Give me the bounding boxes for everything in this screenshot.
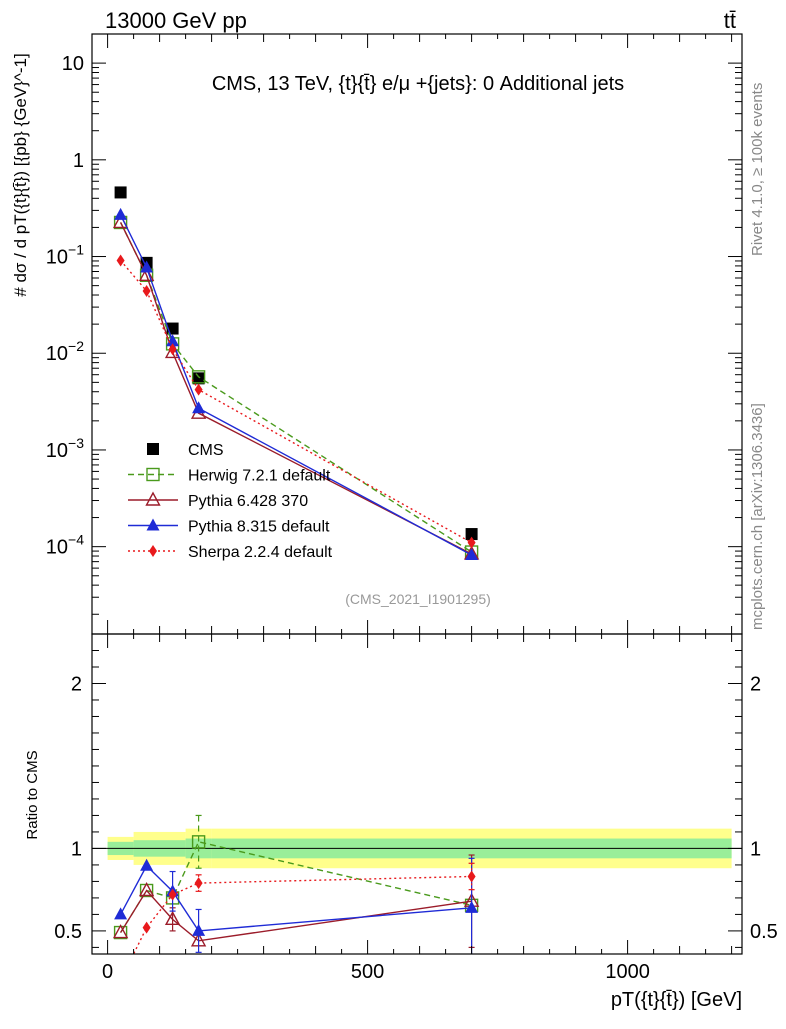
main-y-tick-label: 10−1 bbox=[46, 242, 84, 269]
main-panel: 10 1 10−1 10−2 10−3 10−4 CMS, 13 TeV, {t}{t̄}… bbox=[11, 33, 743, 635]
x-tick-label: 500 bbox=[351, 961, 384, 983]
main-plot-title: CMS, 13 TeV, {t}{t̄} e/μ +{jets}: 0 Addi… bbox=[212, 73, 624, 95]
ratio-point-pythia-6-428-370 bbox=[164, 910, 181, 926]
legend-label-sherpa-2-2-4-default: Sherpa 2.2.4 default bbox=[188, 544, 333, 561]
ratio-y-tick-label: 1 bbox=[71, 838, 82, 860]
ratio-panel-frame bbox=[91, 633, 743, 955]
legend-label-cms: CMS bbox=[188, 442, 224, 459]
ratio-point-herwig-7-2-1-default bbox=[191, 835, 206, 849]
x-axis-ticks: 0 500 1000 bbox=[102, 34, 733, 983]
legend-marker-cms bbox=[147, 443, 159, 455]
mcplots-label: mcplots.cern.ch [arXiv:1306.3436] bbox=[749, 403, 766, 630]
legend-marker-pythia-6-428-370 bbox=[145, 491, 161, 506]
main-point-pythia-6-428-370 bbox=[138, 266, 155, 281]
main-point-pythia-8-315-default bbox=[140, 260, 154, 273]
main-y-axis-label: # dσ / d pT({t}{t̄}) [{pb} {GeV}^-1] bbox=[11, 53, 30, 296]
legend-label-herwig-7-2-1-default: Herwig 7.2.1 default bbox=[188, 468, 331, 485]
ratio-y-tick-label: 0.5 bbox=[54, 921, 82, 943]
main-point-pythia-8-315-default bbox=[465, 547, 479, 560]
x-tick-label: 1000 bbox=[605, 961, 650, 983]
main-series-layer bbox=[112, 186, 480, 560]
ratio-y-axis-label: Ratio to CMS bbox=[24, 750, 41, 839]
ratio-y-tick-label-right: 2 bbox=[750, 673, 761, 695]
main-point-pythia-8-315-default bbox=[192, 401, 206, 414]
main-line-sherpa-2-2-4-default bbox=[120, 260, 472, 544]
main-y-tick-label: 10 bbox=[62, 53, 84, 75]
main-y-tick-label: 1 bbox=[73, 150, 84, 172]
x-axis-label: pT({t}{t̄}) [GeV] bbox=[611, 989, 742, 1011]
rivet-version-label: Rivet 4.1.0, ≥ 100k events bbox=[749, 83, 766, 256]
ratio-y-ticks: 0.5 0.5 1 1 2 2 bbox=[54, 649, 778, 948]
legend-marker-sherpa-2-2-4-default bbox=[149, 545, 157, 557]
legend-label-pythia-6-428-370: Pythia 6.428 370 bbox=[188, 493, 308, 510]
header-energy-label: 13000 GeV pp bbox=[105, 8, 247, 33]
ratio-point-sherpa-2-2-4-default bbox=[467, 870, 476, 883]
main-y-tick-label: 10−2 bbox=[46, 338, 84, 365]
main-point-sherpa-2-2-4-default bbox=[142, 285, 151, 298]
ratio-point-sherpa-2-2-4-default bbox=[117, 974, 125, 986]
main-point-pythia-8-315-default bbox=[166, 334, 180, 347]
ratio-point-pythia-8-315-default bbox=[140, 858, 154, 871]
main-point-cms bbox=[465, 528, 478, 541]
header-process-label: tt̄ bbox=[724, 8, 736, 33]
ratio-point-sherpa-2-2-4-default bbox=[194, 877, 203, 890]
main-point-sherpa-2-2-4-default bbox=[194, 383, 203, 396]
main-point-cms bbox=[192, 372, 205, 385]
main-point-herwig-7-2-1-default bbox=[191, 370, 206, 384]
ratio-series-layer bbox=[112, 814, 480, 986]
main-point-cms bbox=[114, 186, 127, 199]
main-point-sherpa-2-2-4-default bbox=[168, 343, 177, 356]
legend-marker-pythia-8-315-default bbox=[146, 518, 160, 531]
main-y-tick-label: 10−3 bbox=[46, 435, 84, 462]
ratio-point-pythia-8-315-default bbox=[465, 900, 479, 913]
legend-label-pythia-8-315-default: Pythia 8.315 default bbox=[188, 519, 330, 536]
ratio-y-tick-label-right: 0.5 bbox=[750, 921, 778, 943]
ratio-point-pythia-8-315-default bbox=[192, 923, 206, 936]
ratio-y-tick-label: 2 bbox=[71, 673, 82, 695]
analysis-watermark: (CMS_2021_I1901295) bbox=[345, 591, 491, 607]
x-tick-label: 0 bbox=[102, 961, 113, 983]
ratio-y-tick-label-right: 1 bbox=[750, 838, 761, 860]
ratio-point-sherpa-2-2-4-default bbox=[168, 888, 177, 901]
legend: CMS Herwig 7.2.1 default Pythia 6.428 370 P… bbox=[128, 442, 333, 561]
main-y-tick-label: 10−4 bbox=[46, 532, 84, 559]
ratio-point-sherpa-2-2-4-default bbox=[142, 921, 151, 934]
ratio-point-pythia-6-428-370 bbox=[112, 924, 129, 939]
ratio-point-pythia-8-315-default bbox=[114, 907, 128, 920]
ratio-point-pythia-6-428-370 bbox=[138, 882, 155, 897]
main-point-sherpa-2-2-4-default bbox=[467, 536, 476, 549]
ratio-panel: 0.5 0.5 1 1 2 2 0 500 1000 Ratio to CMS pT({t}{… bbox=[24, 34, 778, 1011]
legend-marker-herwig-7-2-1-default bbox=[146, 467, 160, 482]
main-point-sherpa-2-2-4-default bbox=[116, 254, 125, 267]
main-point-pythia-8-315-default bbox=[114, 207, 128, 220]
